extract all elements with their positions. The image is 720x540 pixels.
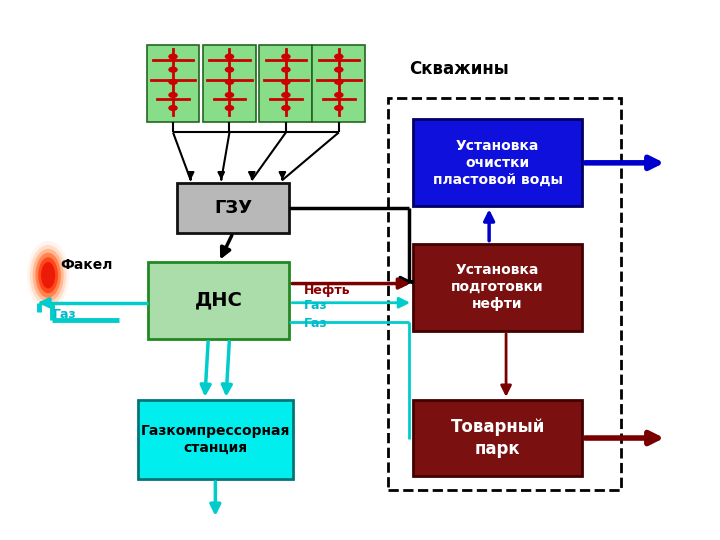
Text: Газ: Газ [304, 318, 327, 330]
Ellipse shape [334, 53, 343, 59]
Bar [176, 183, 289, 233]
Ellipse shape [38, 257, 58, 293]
Text: Газ: Газ [304, 300, 327, 313]
Text: ГЗУ: ГЗУ [214, 199, 252, 217]
Bar [259, 45, 312, 122]
Ellipse shape [334, 105, 343, 111]
Text: Установка
очистки
пластовой воды: Установка очистки пластовой воды [433, 139, 562, 187]
Ellipse shape [225, 66, 234, 73]
Text: Газ: Газ [53, 308, 77, 321]
Bar [413, 244, 582, 331]
Text: Скважины: Скважины [410, 60, 509, 78]
Ellipse shape [334, 79, 343, 85]
Ellipse shape [35, 253, 60, 298]
Ellipse shape [225, 105, 234, 111]
Ellipse shape [168, 66, 178, 73]
Text: Факел: Факел [60, 258, 112, 272]
Ellipse shape [281, 66, 291, 73]
Text: Товарный
парк: Товарный парк [451, 418, 545, 458]
Bar [148, 262, 289, 339]
Ellipse shape [281, 105, 291, 111]
Bar [138, 400, 293, 479]
Ellipse shape [334, 92, 343, 98]
Bar [388, 98, 621, 490]
Ellipse shape [27, 241, 69, 310]
Ellipse shape [32, 249, 63, 302]
Ellipse shape [41, 262, 55, 288]
Ellipse shape [30, 245, 66, 306]
Ellipse shape [281, 92, 291, 98]
Ellipse shape [225, 92, 234, 98]
Ellipse shape [281, 53, 291, 59]
Ellipse shape [168, 92, 178, 98]
Text: Установка
подготовки
нефти: Установка подготовки нефти [451, 263, 544, 312]
Bar [413, 400, 582, 476]
Ellipse shape [168, 105, 178, 111]
Text: ДНС: ДНС [195, 291, 243, 310]
Ellipse shape [334, 66, 343, 73]
Bar [312, 45, 365, 122]
Text: Нефть: Нефть [304, 284, 350, 296]
Ellipse shape [168, 53, 178, 59]
Ellipse shape [281, 79, 291, 85]
Ellipse shape [225, 79, 234, 85]
Bar [147, 45, 199, 122]
Text: Газкомпрессорная
станция: Газкомпрессорная станция [140, 424, 290, 455]
Ellipse shape [168, 79, 178, 85]
Bar [413, 119, 582, 206]
Bar [203, 45, 256, 122]
Ellipse shape [225, 53, 234, 59]
